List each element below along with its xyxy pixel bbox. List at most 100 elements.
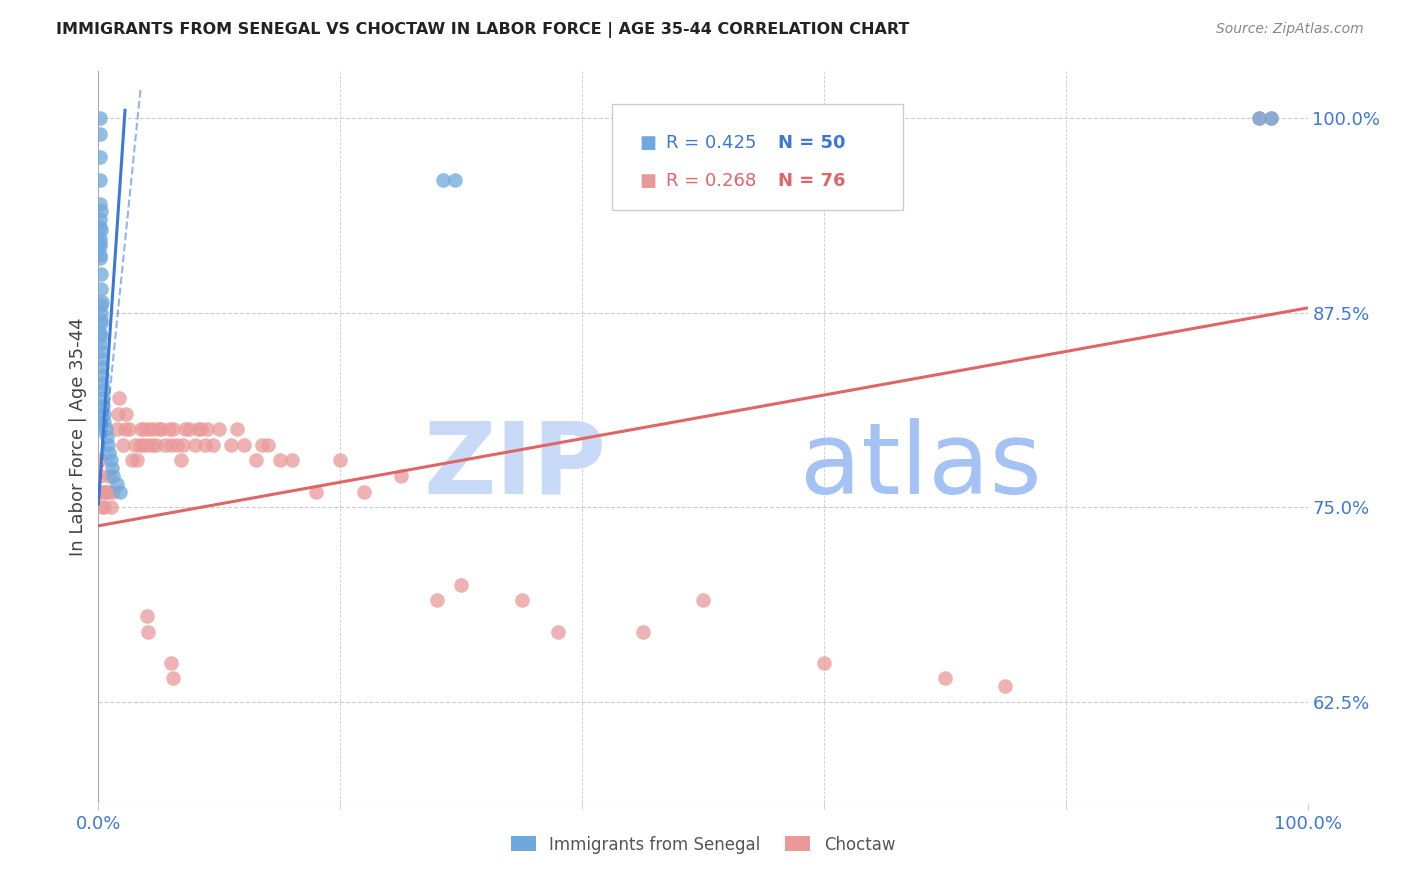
Point: [100, 461, 122, 475]
Text: Source: ZipAtlas.com: Source: ZipAtlas.com: [1216, 22, 1364, 37]
Point: [98, 469, 121, 483]
Point: [89, 336, 111, 351]
Point: [160, 438, 183, 452]
Point: [90, 305, 112, 319]
Point: [93, 407, 115, 421]
Point: [169, 453, 191, 467]
Point: [91, 376, 114, 390]
Point: [91, 484, 114, 499]
Point: [510, 593, 533, 607]
Point: [232, 438, 254, 452]
Point: [132, 438, 155, 452]
FancyBboxPatch shape: [613, 104, 903, 211]
Point: [426, 593, 449, 607]
Point: [245, 453, 267, 467]
Point: [90, 223, 112, 237]
Point: [179, 422, 201, 436]
Point: [89, 235, 111, 250]
Text: N = 50: N = 50: [778, 134, 845, 152]
Point: [98, 445, 121, 459]
Point: [94, 484, 117, 499]
Point: [281, 453, 304, 467]
Point: [194, 438, 217, 452]
Point: [89, 248, 111, 262]
Point: [118, 422, 141, 436]
Point: [226, 422, 249, 436]
Text: N = 76: N = 76: [778, 172, 845, 190]
Point: [90, 267, 112, 281]
Point: [353, 484, 375, 499]
Point: [90, 282, 112, 296]
Point: [166, 438, 188, 452]
Point: [100, 500, 122, 515]
Point: [89, 251, 111, 265]
Point: [250, 438, 273, 452]
Point: [136, 624, 159, 639]
Point: [107, 407, 129, 421]
Point: [97, 484, 120, 499]
Text: atlas: atlas: [800, 417, 1042, 515]
Point: [108, 484, 131, 499]
Point: [90, 329, 112, 343]
Text: ZIP: ZIP: [423, 417, 606, 515]
Point: [94, 422, 117, 436]
Point: [89, 111, 111, 125]
Text: ■: ■: [638, 172, 657, 190]
Point: [90, 298, 112, 312]
Point: [90, 313, 112, 327]
Point: [195, 422, 218, 436]
Text: ■: ■: [638, 134, 657, 152]
Point: [450, 578, 472, 592]
Text: R = 0.425: R = 0.425: [665, 134, 756, 152]
Point: [135, 609, 157, 624]
Point: [114, 422, 136, 436]
Point: [91, 399, 114, 413]
Point: [91, 500, 114, 515]
Point: [153, 438, 176, 452]
Y-axis label: In Labor Force | Age 35-44: In Labor Force | Age 35-44: [69, 318, 87, 557]
Point: [89, 326, 111, 340]
Point: [142, 422, 165, 436]
Point: [994, 679, 1017, 693]
Point: [129, 422, 152, 436]
Point: [162, 422, 184, 436]
Point: [150, 422, 173, 436]
Point: [1249, 111, 1271, 125]
Point: [269, 453, 291, 467]
Point: [145, 438, 167, 452]
Point: [444, 173, 467, 187]
Point: [202, 438, 225, 452]
Point: [124, 438, 146, 452]
Point: [105, 476, 128, 491]
Point: [91, 359, 114, 374]
Point: [101, 469, 124, 483]
Point: [108, 391, 131, 405]
Point: [148, 422, 170, 436]
Point: [105, 422, 128, 436]
Point: [547, 624, 569, 639]
Point: [89, 422, 111, 436]
Point: [89, 196, 111, 211]
Point: [89, 212, 111, 227]
Point: [135, 438, 157, 452]
Point: [111, 438, 134, 452]
Point: [89, 484, 111, 499]
Point: [305, 484, 328, 499]
Point: [256, 438, 278, 452]
Point: [89, 238, 111, 252]
Point: [934, 671, 956, 685]
Point: [157, 422, 180, 436]
Point: [93, 500, 115, 515]
Point: [90, 344, 112, 359]
Point: [160, 656, 183, 670]
Point: [174, 422, 197, 436]
Point: [127, 453, 149, 467]
Point: [91, 384, 114, 398]
Point: [813, 656, 835, 670]
Point: [128, 438, 150, 452]
Point: [91, 391, 114, 405]
Point: [141, 438, 163, 452]
Point: [89, 150, 111, 164]
Point: [115, 407, 138, 421]
Point: [329, 453, 352, 467]
